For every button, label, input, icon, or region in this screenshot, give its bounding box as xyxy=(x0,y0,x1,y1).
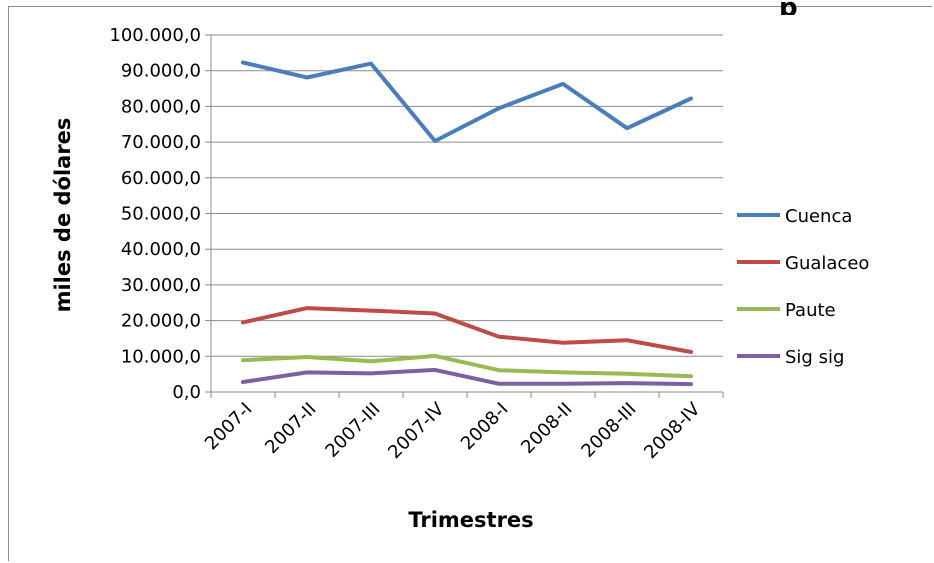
chart-title-fragment: p xyxy=(779,0,798,15)
x-tick-label: 2007-II xyxy=(261,399,320,458)
y-tick-label: 30.000,0 xyxy=(121,275,201,296)
series-line-gualaceo xyxy=(241,306,693,354)
y-tick-label: 60.000,0 xyxy=(121,168,201,189)
series-lines xyxy=(241,60,693,387)
legend-label: Sig sig xyxy=(785,347,844,368)
y-tick-label: 70.000,0 xyxy=(121,132,201,153)
y-tick-label: 0,0 xyxy=(172,382,201,403)
y-axis-title: miles de dólares xyxy=(51,118,75,313)
y-tick-label: 40.000,0 xyxy=(121,239,201,260)
x-tick-labels: 2007-I 2007-II 2007-III 2007-IV 2008-I 2008-I… xyxy=(201,398,705,463)
y-tick-label: 50.000,0 xyxy=(121,204,201,225)
y-tick-label: 20.000,0 xyxy=(121,311,201,332)
x-tick-label: 2008-IV xyxy=(640,398,705,463)
y-tick-label: 10.000,0 xyxy=(121,346,201,367)
series-line-paute xyxy=(241,353,693,379)
x-tick-label: 2008-I xyxy=(457,399,513,455)
y-tick-label: 80.000,0 xyxy=(121,96,201,117)
axes xyxy=(205,34,724,398)
chart-frame: p xyxy=(8,0,932,561)
x-axis-title: Trimestres xyxy=(408,508,533,532)
series-line-cuenca xyxy=(241,60,693,143)
legend: Cuenca Gualaceo Paute Sig sig xyxy=(737,206,869,368)
x-tick-label: 2007-III xyxy=(321,399,384,462)
y-tick-label: 100.000,0 xyxy=(109,25,201,46)
y-tick-labels: 0,0 10.000,0 20.000,0 30.000,0 40.000,0 50.00… xyxy=(109,25,201,403)
legend-label: Paute xyxy=(785,300,836,321)
x-tick-label: 2007-I xyxy=(201,399,257,455)
series-line-sig-sig xyxy=(241,367,693,387)
x-tick-label: 2007-IV xyxy=(384,398,449,463)
gridlines xyxy=(211,34,723,357)
legend-label: Cuenca xyxy=(785,206,852,227)
x-tick-label: 2008-III xyxy=(577,399,640,462)
legend-label: Gualaceo xyxy=(785,253,869,274)
x-tick-label: 2008-II xyxy=(517,399,576,458)
y-tick-label: 90.000,0 xyxy=(121,61,201,82)
